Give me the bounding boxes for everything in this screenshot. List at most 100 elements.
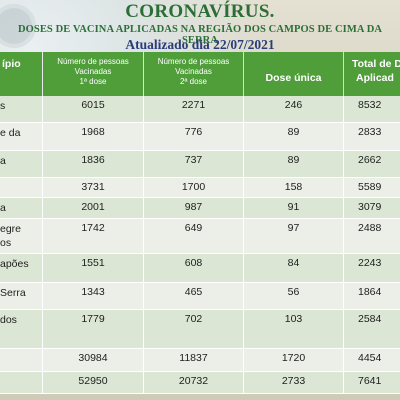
header-unica: Dose única bbox=[244, 52, 343, 96]
column-divider bbox=[143, 349, 144, 372]
column-divider bbox=[42, 310, 43, 349]
row-municipio-name: a bbox=[0, 202, 6, 214]
cell-total: 7641 bbox=[358, 375, 382, 387]
cell-du: 89 bbox=[287, 154, 300, 166]
column-divider bbox=[143, 178, 144, 198]
cell-total: 2488 bbox=[358, 222, 382, 234]
cell-du: 158 bbox=[284, 181, 303, 193]
page-subtitle: DOSES DE VACINA APLICADAS NA REGIÃO DOS … bbox=[17, 24, 383, 46]
row-divider bbox=[0, 348, 400, 349]
column-divider bbox=[42, 198, 43, 219]
cell-d1: 1343 bbox=[81, 286, 105, 298]
cell-du: 246 bbox=[284, 99, 303, 111]
cell-d2: 1700 bbox=[181, 181, 206, 193]
cell-du: 89 bbox=[287, 126, 300, 138]
header-dose2: Número de pessoas Vacinadas 2ª dose bbox=[144, 52, 243, 96]
column-divider bbox=[343, 151, 344, 178]
column-divider bbox=[243, 123, 244, 151]
header-total-line2: Aplicad bbox=[356, 72, 394, 84]
column-divider bbox=[343, 123, 344, 151]
cell-d1: 52950 bbox=[78, 375, 108, 387]
cell-d2: 987 bbox=[184, 201, 203, 213]
column-divider bbox=[243, 96, 244, 123]
cell-du: 103 bbox=[284, 313, 303, 325]
column-divider bbox=[343, 219, 344, 254]
column-divider bbox=[143, 96, 144, 123]
cell-d1: 1836 bbox=[81, 154, 105, 166]
cell-total: 5589 bbox=[358, 181, 382, 193]
row-municipio-name-line2: os bbox=[0, 237, 12, 249]
header-total: Total de D Aplicad bbox=[344, 52, 400, 96]
row-municipio-name: egre bbox=[0, 223, 22, 235]
column-divider bbox=[243, 349, 244, 372]
column-divider bbox=[42, 219, 43, 254]
row-divider bbox=[0, 393, 400, 394]
row-municipio-name: s bbox=[0, 100, 6, 112]
column-divider bbox=[243, 178, 244, 198]
row-divider bbox=[0, 122, 400, 123]
column-divider bbox=[343, 178, 344, 198]
column-divider bbox=[343, 310, 344, 349]
column-divider bbox=[243, 151, 244, 178]
cell-d1: 3731 bbox=[81, 181, 105, 193]
column-divider bbox=[243, 254, 244, 283]
page-title: CORONAVÍRUS. bbox=[125, 1, 275, 22]
header-municipio: ípio bbox=[0, 52, 42, 96]
column-divider bbox=[143, 372, 144, 394]
column-divider bbox=[343, 254, 344, 283]
header-dose1-line2: Vacinadas bbox=[74, 67, 112, 76]
column-divider bbox=[343, 96, 344, 123]
row-municipio-name: Serra bbox=[0, 287, 26, 299]
cell-d2: 649 bbox=[184, 222, 203, 234]
column-divider bbox=[343, 198, 344, 219]
column-divider bbox=[143, 219, 144, 254]
column-divider bbox=[343, 283, 344, 310]
column-divider bbox=[42, 178, 43, 198]
row-municipio-name: e da bbox=[0, 127, 21, 139]
cell-du: 56 bbox=[287, 286, 300, 298]
cell-du: 97 bbox=[287, 222, 300, 234]
cell-total: 2243 bbox=[358, 257, 382, 269]
column-divider bbox=[42, 349, 43, 372]
cell-du: 2733 bbox=[281, 375, 306, 387]
column-divider bbox=[42, 151, 43, 178]
cell-du: 91 bbox=[287, 201, 300, 213]
cell-d2: 608 bbox=[184, 257, 203, 269]
cell-d2: 776 bbox=[184, 126, 203, 138]
cell-d2: 11837 bbox=[179, 352, 208, 364]
header-dose1: Número de pessoas Vacinadas 1ª dose bbox=[43, 52, 143, 96]
row-divider bbox=[0, 371, 400, 372]
cell-d1: 1779 bbox=[81, 313, 105, 325]
cell-total: 4454 bbox=[358, 352, 382, 364]
cell-d1: 30984 bbox=[78, 352, 108, 364]
column-divider bbox=[343, 372, 344, 394]
header-dose1-line3: 1ª dose bbox=[79, 77, 107, 86]
column-divider bbox=[42, 123, 43, 151]
row-divider bbox=[0, 309, 400, 310]
row-municipio-name: apões bbox=[0, 258, 29, 270]
cell-total: 1864 bbox=[358, 286, 382, 298]
column-divider bbox=[143, 198, 144, 219]
column-divider bbox=[243, 219, 244, 254]
table-row: a 1836 737 89 2662 bbox=[0, 151, 400, 178]
cell-d1: 2001 bbox=[81, 201, 105, 213]
row-municipio-name: dos bbox=[0, 314, 17, 326]
table-row: a 2001 987 91 3079 bbox=[0, 198, 400, 219]
cell-d2: 20732 bbox=[178, 375, 209, 387]
table-row: dos 1779 702 103 2584 bbox=[0, 310, 400, 349]
cell-d2: 465 bbox=[184, 286, 203, 298]
header-total-line1: Total de D bbox=[352, 58, 400, 70]
table-row: 3731 1700 158 5589 bbox=[0, 178, 400, 198]
column-divider bbox=[42, 372, 43, 394]
column-divider bbox=[143, 151, 144, 178]
row-divider bbox=[0, 197, 400, 198]
cell-d1: 1551 bbox=[81, 257, 105, 269]
header-dose1-line1: Número de pessoas bbox=[57, 57, 129, 66]
column-divider bbox=[42, 254, 43, 283]
cell-total: 3079 bbox=[358, 201, 382, 213]
column-divider bbox=[143, 283, 144, 310]
column-divider bbox=[243, 310, 244, 349]
column-divider bbox=[343, 349, 344, 372]
cell-d2: 702 bbox=[184, 313, 203, 325]
header-municipio-label: ípio bbox=[2, 58, 21, 70]
